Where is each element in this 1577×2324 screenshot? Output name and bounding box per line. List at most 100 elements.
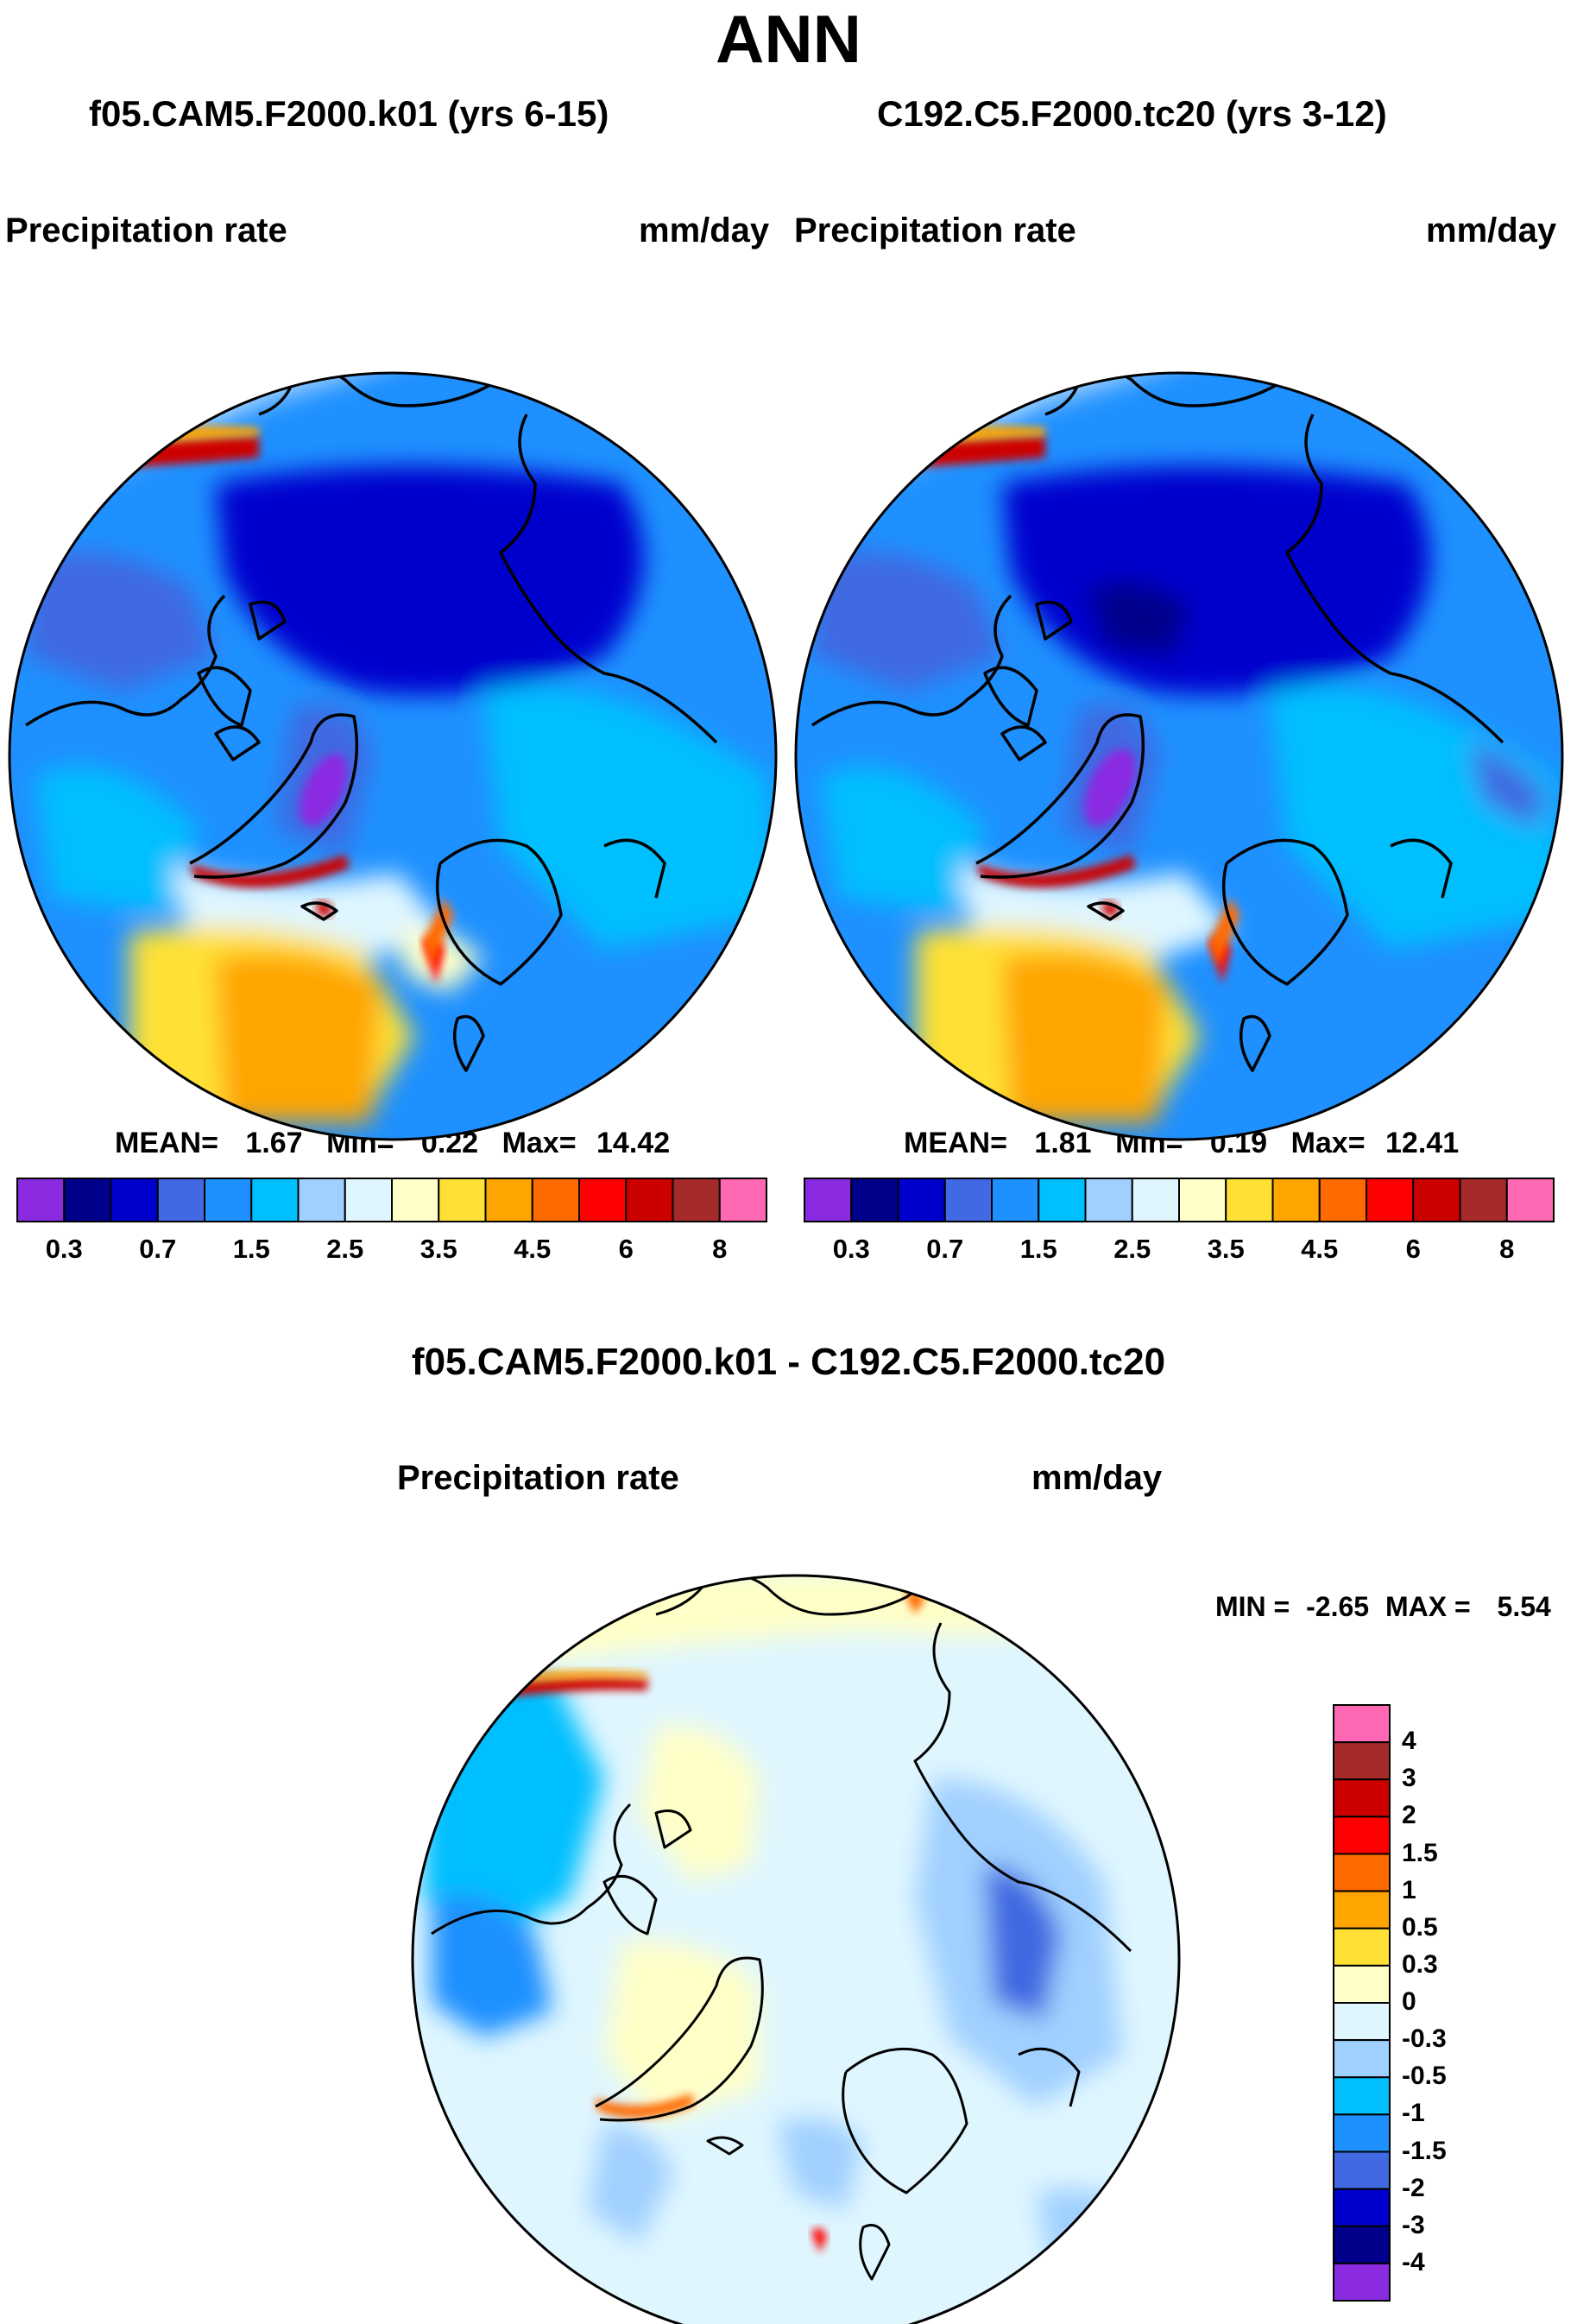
right-colorbar-tick-label: 8 xyxy=(1499,1234,1515,1264)
diff-colorbar-label: 0.3 xyxy=(1402,1949,1438,1979)
diff-stats: MIN = -2.65 MAX = 5.54 xyxy=(1215,1591,1551,1623)
left-colorbar-box-10 xyxy=(484,1178,533,1222)
left-colorbar-box-0 xyxy=(16,1178,66,1222)
left-colorbar-tick-label: 6 xyxy=(618,1234,634,1264)
right-colorbar-tick-label: 0.7 xyxy=(926,1234,964,1264)
left-colorbar-box-3 xyxy=(156,1178,205,1222)
left-colorbar-tick-label: 8 xyxy=(712,1234,728,1264)
right-colorbar-box-13 xyxy=(1412,1178,1461,1222)
left-mean-label: MEAN= xyxy=(115,1127,218,1159)
diff-colorbar-label: 2 xyxy=(1402,1801,1416,1830)
diff-panel-title: f05.CAM5.F2000.k01 - C192.C5.F2000.tc20 xyxy=(411,1341,1166,1383)
diff-max-label: MAX = xyxy=(1385,1591,1471,1622)
diff-colorbar-box-5 xyxy=(1333,1890,1391,1929)
right-colorbar-tick-label: 4.5 xyxy=(1301,1234,1339,1264)
diff-colorbar-box-6 xyxy=(1333,1927,1391,1967)
right-colorbar-box-12 xyxy=(1366,1178,1415,1222)
right-colorbar-box-7 xyxy=(1131,1178,1180,1222)
left-colorbar xyxy=(16,1178,767,1222)
right-map-border xyxy=(794,371,1564,1141)
diff-colorbar-box-14 xyxy=(1333,2225,1391,2264)
diff-colorbar-box-1 xyxy=(1333,1741,1391,1781)
right-colorbar-box-9 xyxy=(1225,1178,1274,1222)
diff-colorbar-label: -3 xyxy=(1402,2210,1425,2239)
left-colorbar-tick-label: 1.5 xyxy=(232,1234,270,1264)
right-colorbar-tick-label: 0.3 xyxy=(832,1234,870,1264)
right-colorbar-box-2 xyxy=(897,1178,946,1222)
left-colorbar-box-11 xyxy=(531,1178,580,1222)
diff-min-label: MIN = xyxy=(1215,1591,1290,1622)
left-max-value: 14.42 xyxy=(596,1127,671,1159)
right-colorbar-tick-label: 1.5 xyxy=(1019,1234,1057,1264)
diff-colorbar-box-12 xyxy=(1333,2150,1391,2190)
left-max-label: Max= xyxy=(501,1127,577,1159)
left-colorbar-box-1 xyxy=(63,1178,112,1222)
right-colorbar-box-4 xyxy=(991,1178,1040,1222)
diff-colorbar-box-9 xyxy=(1333,2039,1391,2079)
diff-colorbar-label: 1.5 xyxy=(1402,1838,1438,1867)
left-map xyxy=(9,373,776,1140)
left-colorbar-box-13 xyxy=(625,1178,674,1222)
left-colorbar-box-4 xyxy=(204,1178,253,1222)
diff-colorbar-box-13 xyxy=(1333,2188,1391,2227)
diff-colorbar-label: -1 xyxy=(1402,2099,1425,2128)
diff-colorbar-label: -0.3 xyxy=(1402,2024,1447,2054)
right-colorbar-box-5 xyxy=(1038,1178,1087,1222)
diff-colorbar-label: 4 xyxy=(1402,1727,1416,1756)
diff-units-label: mm/day xyxy=(1031,1459,1163,1497)
diff-colorbar-label: 0.5 xyxy=(1402,1912,1438,1942)
right-stats: MEAN= 1.81 Min= 0.19 Max= 12.41 xyxy=(904,1127,1459,1160)
diff-colorbar-label: 0 xyxy=(1402,1987,1416,2016)
diff-colorbar-label: -2 xyxy=(1402,2173,1425,2202)
left-colorbar-box-9 xyxy=(438,1178,487,1222)
diff-colorbar-box-4 xyxy=(1333,1853,1391,1892)
right-max-label: Max= xyxy=(1290,1127,1366,1159)
left-colorbar-box-15 xyxy=(718,1178,767,1222)
diff-map-border xyxy=(411,1574,1181,2324)
right-colorbar-box-0 xyxy=(804,1178,853,1222)
diff-colorbar-box-11 xyxy=(1333,2113,1391,2153)
diff-colorbar xyxy=(1333,1704,1391,2302)
diff-colorbar-box-8 xyxy=(1333,2002,1391,2042)
diff-colorbar-label: 3 xyxy=(1402,1764,1416,1793)
right-colorbar-box-1 xyxy=(850,1178,899,1222)
diff-variable-label: Precipitation rate xyxy=(397,1459,679,1497)
left-colorbar-tick-label: 3.5 xyxy=(419,1234,457,1264)
right-variable-label: Precipitation rate xyxy=(794,212,1076,249)
right-colorbar-box-6 xyxy=(1084,1178,1133,1222)
right-colorbar-tick-label: 2.5 xyxy=(1113,1234,1151,1264)
left-colorbar-box-12 xyxy=(578,1178,628,1222)
left-colorbar-box-8 xyxy=(391,1178,440,1222)
figure-title: ANN xyxy=(716,1,861,77)
diff-colorbar-box-15 xyxy=(1333,2262,1391,2302)
left-colorbar-tick-label: 2.5 xyxy=(326,1234,364,1264)
right-max-value: 12.41 xyxy=(1385,1127,1460,1159)
right-colorbar-tick-label: 3.5 xyxy=(1207,1234,1245,1264)
left-colorbar-box-2 xyxy=(110,1178,159,1222)
right-colorbar xyxy=(804,1178,1555,1222)
left-colorbar-tick-label: 0.3 xyxy=(45,1234,83,1264)
left-panel-title: f05.CAM5.F2000.k01 (yrs 6-15) xyxy=(89,93,609,134)
left-colorbar-tick-label: 0.7 xyxy=(139,1234,177,1264)
diff-colorbar-box-0 xyxy=(1333,1704,1391,1744)
right-colorbar-box-3 xyxy=(943,1178,993,1222)
diff-max-value: 5.54 xyxy=(1497,1591,1551,1622)
right-panel-title: C192.C5.F2000.tc20 (yrs 3-12) xyxy=(877,93,1387,134)
right-colorbar-tick-label: 6 xyxy=(1405,1234,1421,1264)
right-colorbar-box-14 xyxy=(1459,1178,1508,1222)
diff-colorbar-label: -4 xyxy=(1402,2247,1425,2277)
diff-colorbar-label: 1 xyxy=(1402,1875,1416,1904)
diff-colorbar-label: -1.5 xyxy=(1402,2136,1447,2165)
diff-colorbar-box-7 xyxy=(1333,1964,1391,2004)
diff-colorbar-box-2 xyxy=(1333,1778,1391,1818)
left-colorbar-box-7 xyxy=(344,1178,393,1222)
diff-min-value: -2.65 xyxy=(1306,1591,1370,1622)
right-colorbar-box-11 xyxy=(1318,1178,1367,1222)
right-colorbar-box-15 xyxy=(1505,1178,1555,1222)
diff-colorbar-box-10 xyxy=(1333,2076,1391,2116)
left-colorbar-box-6 xyxy=(297,1178,346,1222)
right-colorbar-box-10 xyxy=(1271,1178,1321,1222)
left-colorbar-box-5 xyxy=(250,1178,300,1222)
right-map xyxy=(796,373,1562,1140)
